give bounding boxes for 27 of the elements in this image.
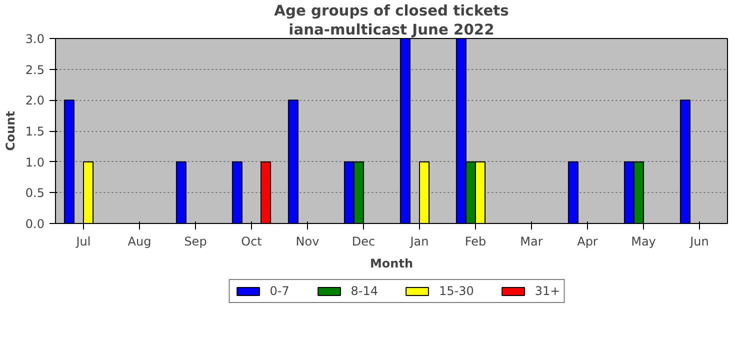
y-tick-label: 2.5 bbox=[25, 62, 45, 77]
x-axis-title: Month bbox=[370, 256, 414, 270]
x-tick-label: May bbox=[631, 234, 656, 248]
x-tick-label: Nov bbox=[296, 234, 320, 248]
x-tick-label: Apr bbox=[577, 234, 598, 248]
legend-label: 15-30 bbox=[439, 284, 474, 298]
x-tick-label: Aug bbox=[128, 234, 152, 248]
x-tick-label: Jan bbox=[409, 234, 429, 248]
x-tick-label: Feb bbox=[464, 234, 486, 248]
y-tick-label: 1.5 bbox=[25, 124, 45, 138]
y-axis-title: Count bbox=[3, 110, 18, 151]
y-tick-label: 2.0 bbox=[25, 94, 45, 108]
legend-label: 0-7 bbox=[270, 284, 290, 298]
y-tick-label: 0.0 bbox=[25, 217, 45, 231]
legend-label: 8-14 bbox=[350, 284, 378, 298]
y-tick-label: 1.0 bbox=[25, 155, 45, 170]
chart-title: Age groups of closed tickets bbox=[274, 2, 510, 20]
legend-label: 31+ bbox=[534, 284, 560, 298]
y-tick-label: 3.0 bbox=[25, 32, 45, 46]
y-tick-label: 0.5 bbox=[25, 186, 45, 200]
x-tick-label: Jul bbox=[75, 234, 91, 248]
x-tick-label: Sep bbox=[184, 234, 207, 248]
chart-subtitle: iana-multicast June 2022 bbox=[288, 22, 494, 38]
x-tick-label: Oct bbox=[241, 234, 262, 248]
x-tick-label: Jun bbox=[689, 234, 709, 248]
x-tick-label: Mar bbox=[520, 234, 543, 248]
x-tick-label: Dec bbox=[352, 234, 376, 248]
